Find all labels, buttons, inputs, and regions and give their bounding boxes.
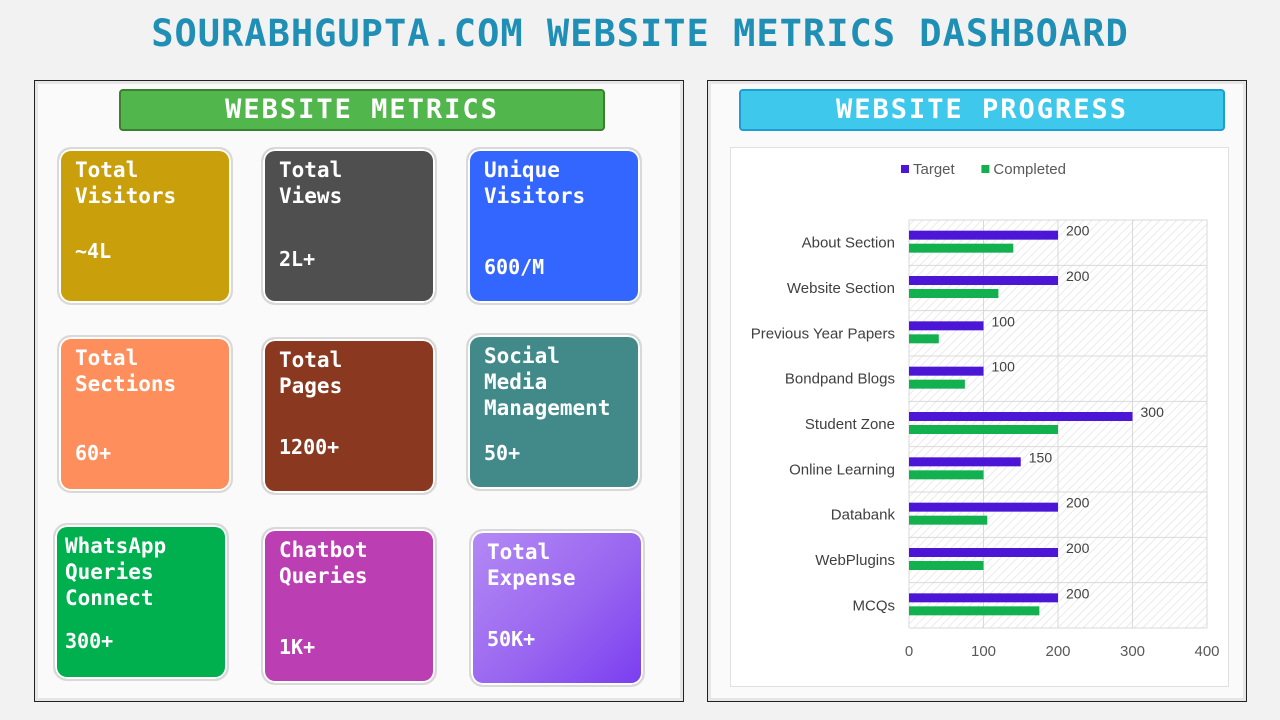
bar-completed xyxy=(909,606,1040,616)
bar-completed xyxy=(909,243,1014,253)
tile-total-views: Total Views 2L+ xyxy=(261,147,437,305)
bar-completed xyxy=(909,379,965,389)
tile-value: 50K+ xyxy=(487,627,536,651)
tile-total-visitors: Total Visitors ~4L xyxy=(57,147,233,305)
tile-label: WhatsApp Queries Connect xyxy=(65,534,167,610)
progress-bar-chart: Target Completed About Section Website Sec… xyxy=(751,161,1220,660)
bar-completed xyxy=(909,334,939,344)
tile-label: Unique Visitors xyxy=(484,158,586,208)
bar-completed xyxy=(909,425,1058,434)
data-label: 300 xyxy=(1141,404,1165,420)
website-metrics-panel: WEBSITE METRICS Total Visitors ~4L Total… xyxy=(34,80,684,702)
tile-label: Total Expense xyxy=(487,540,576,590)
category-label: Databank xyxy=(831,507,896,524)
tile-label: Total Visitors xyxy=(75,158,177,208)
tile-value: 1K+ xyxy=(279,635,316,659)
website-progress-header: WEBSITE PROGRESS xyxy=(739,89,1225,131)
bar-completed xyxy=(909,561,984,570)
tile-label: Total Sections xyxy=(75,346,177,396)
data-label: 200 xyxy=(1066,585,1090,601)
progress-chart: Target Completed About Section Website Sec… xyxy=(730,147,1229,687)
tile-label: Total Pages xyxy=(279,348,343,398)
tile-value: ~4L xyxy=(75,239,112,263)
x-tick-label: 0 xyxy=(905,643,913,660)
category-label: Website Section xyxy=(787,280,895,297)
legend-swatch-completed xyxy=(981,165,990,173)
tile-value: 300+ xyxy=(65,629,114,653)
data-label: 100 xyxy=(992,313,1016,329)
data-label: 100 xyxy=(992,359,1016,375)
website-progress-panel: WEBSITE PROGRESS Target Completed About S… xyxy=(707,80,1247,702)
bar-target xyxy=(909,412,1133,421)
data-label: 200 xyxy=(1066,223,1090,239)
category-label: Online Learning xyxy=(789,461,895,478)
bar-target xyxy=(909,321,984,331)
tile-value: 50+ xyxy=(484,441,521,465)
data-label: 200 xyxy=(1066,268,1090,284)
x-tick-label: 300 xyxy=(1120,643,1145,660)
tile-total-expense: Total Expense 50K+ xyxy=(469,529,645,687)
tile-value: 1200+ xyxy=(279,435,340,459)
category-label: Bondpand Blogs xyxy=(785,371,895,388)
website-metrics-header: WEBSITE METRICS xyxy=(119,89,605,131)
bar-completed xyxy=(909,289,999,298)
category-label: WebPlugins xyxy=(815,552,895,569)
bar-target xyxy=(909,366,984,376)
x-tick-label: 100 xyxy=(971,643,996,660)
dashboard-title: SOURABHGUPTA.COM WEBSITE METRICS DASHBOA… xyxy=(151,12,1129,55)
data-label: 200 xyxy=(1066,540,1090,556)
bar-target xyxy=(909,593,1058,603)
tile-total-sections: Total Sections 60+ xyxy=(57,335,233,493)
tile-unique-visitors: Unique Visitors 600/M xyxy=(466,147,642,305)
category-label: MCQs xyxy=(853,597,896,614)
legend-label-target: Target xyxy=(913,161,956,178)
tile-value: 60+ xyxy=(75,441,112,465)
data-label: 150 xyxy=(1029,449,1053,465)
x-tick-label: 400 xyxy=(1194,643,1219,660)
tile-label: Social Media Management xyxy=(484,344,611,420)
bar-target xyxy=(909,548,1058,557)
bar-target xyxy=(909,230,1058,240)
tile-label: Chatbot Queries xyxy=(279,538,368,588)
category-label: Previous Year Papers xyxy=(751,325,895,342)
tile-whatsapp-queries-connect: WhatsApp Queries Connect 300+ xyxy=(53,523,229,681)
legend-swatch-target xyxy=(901,165,909,173)
category-label: Student Zone xyxy=(805,416,895,433)
bar-target xyxy=(909,457,1021,467)
x-tick-label: 200 xyxy=(1045,643,1070,660)
tile-label: Total Views xyxy=(279,158,343,208)
tile-social-media-management: Social Media Management 50+ xyxy=(466,333,642,491)
bar-target xyxy=(909,502,1058,512)
category-label: About Section xyxy=(802,235,895,252)
tile-value: 600/M xyxy=(484,255,545,279)
bar-completed xyxy=(909,470,984,480)
legend-label-completed: Completed xyxy=(993,161,1066,178)
tile-value: 2L+ xyxy=(279,247,316,271)
tile-chatbot-queries: Chatbot Queries 1K+ xyxy=(261,527,437,685)
data-label: 200 xyxy=(1066,495,1090,511)
bar-target xyxy=(909,276,1058,285)
tile-total-pages: Total Pages 1200+ xyxy=(261,337,437,495)
bar-completed xyxy=(909,515,988,525)
